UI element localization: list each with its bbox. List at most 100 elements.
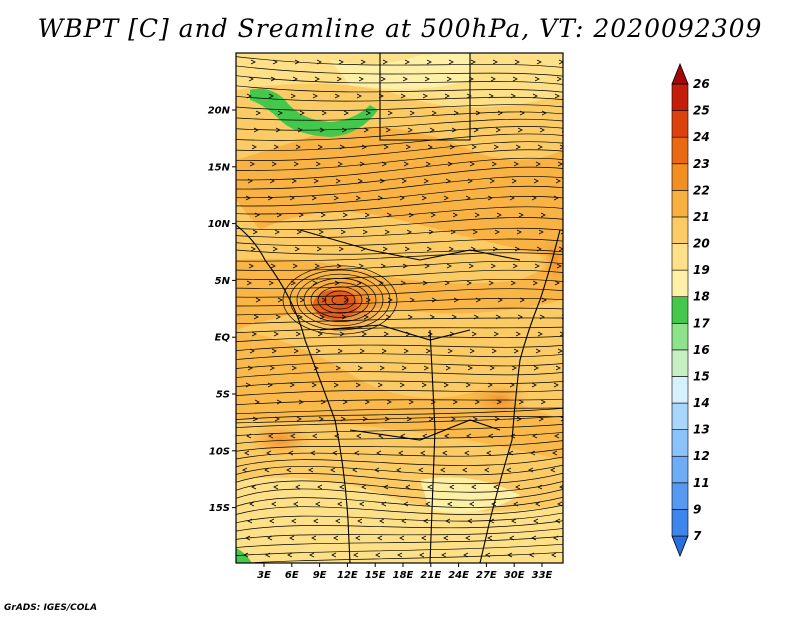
streamline-arrow	[318, 229, 324, 235]
streamline-arrow	[409, 297, 415, 303]
streamline-arrow	[365, 297, 371, 303]
colorbar-segment	[671, 376, 689, 404]
lat-tick-label: 5N	[215, 276, 231, 287]
streamline-arrow	[337, 348, 343, 354]
streamline-arrow	[446, 76, 452, 82]
colorbar-segment	[671, 296, 689, 324]
streamline-arrow	[377, 535, 383, 541]
streamline	[236, 362, 563, 369]
streamline-arrow	[430, 399, 436, 405]
streamline-arrow	[269, 518, 275, 524]
streamline-arrow	[276, 212, 282, 218]
streamline-arrow	[250, 59, 256, 65]
streamline-arrow	[528, 467, 534, 473]
field-south-cool	[236, 477, 563, 563]
streamline-arrow	[362, 416, 368, 422]
streamline-arrow	[289, 535, 295, 541]
streamline-arrow	[289, 382, 295, 388]
streamline-arrow	[296, 229, 302, 235]
streamline-arrow	[277, 110, 283, 116]
streamline-arrow	[419, 552, 425, 558]
streamline-arrow	[294, 59, 300, 65]
streamline-arrow	[514, 59, 520, 65]
streamline-arrow	[401, 365, 407, 371]
streamline-arrow	[475, 297, 481, 303]
streamline-arrow	[464, 450, 470, 456]
streamline-arrow	[463, 552, 469, 558]
streamline-arrow	[387, 297, 393, 303]
streamline-arrow	[444, 433, 450, 439]
streamline	[236, 335, 563, 343]
streamline	[289, 269, 391, 331]
streamline-arrow	[383, 331, 389, 337]
streamline-arrow	[510, 93, 516, 99]
streamline-arrow	[489, 178, 495, 184]
streamline-arrow	[359, 501, 365, 507]
streamline-arrow	[445, 178, 451, 184]
streamline-arrow	[516, 416, 522, 422]
streamline-arrow	[554, 433, 560, 439]
streamline-arrow	[386, 212, 392, 218]
streamline	[317, 286, 363, 314]
streamline-arrow	[334, 280, 340, 286]
streamline-arrow	[473, 127, 479, 133]
streamline-arrow	[339, 484, 345, 490]
streamline-arrow	[271, 161, 277, 167]
streamline-arrow	[255, 297, 261, 303]
streamline-arrow	[314, 76, 320, 82]
streamline-arrow	[243, 552, 249, 558]
streamline	[236, 141, 563, 161]
streamline-arrow	[492, 59, 498, 65]
streamline	[236, 133, 563, 151]
streamline	[236, 326, 563, 334]
colorbar-label: 23	[693, 157, 710, 171]
colorbar-segment	[671, 110, 689, 138]
streamline-arrow	[250, 246, 256, 252]
streamline-arrow	[361, 144, 367, 150]
streamline	[236, 249, 563, 255]
streamline-arrow	[533, 518, 539, 524]
streamline-arrow	[509, 382, 515, 388]
streamline-arrow	[312, 433, 318, 439]
streamline-arrow	[386, 399, 392, 405]
streamline-arrow	[488, 433, 494, 439]
streamline-arrow	[472, 229, 478, 235]
colorbar-segment	[671, 349, 689, 377]
streamline-arrow	[441, 552, 447, 558]
streamline	[236, 238, 563, 247]
chart-title: WBPT [C] and Sreamline at 500hPa, VT: 20…	[37, 14, 763, 43]
streamline-arrow	[321, 110, 327, 116]
streamline	[236, 488, 563, 501]
streamline-arrow	[559, 331, 563, 337]
streamline-arrow	[556, 263, 562, 269]
streamline-arrow	[273, 484, 279, 490]
streamline-arrow	[363, 127, 369, 133]
streamline-arrow	[558, 246, 563, 252]
streamline-arrow	[448, 59, 454, 65]
streamline-arrow	[401, 518, 407, 524]
streamline-arrow	[429, 314, 435, 320]
streamline-arrow	[252, 229, 258, 235]
streamline-arrow	[466, 433, 472, 439]
streamline-arrow	[465, 195, 471, 201]
streamline-arrow	[466, 280, 472, 286]
streamline-arrow	[440, 467, 446, 473]
colorbar-segment	[671, 243, 689, 271]
lon-tick-label: 6E	[285, 570, 299, 581]
streamline-arrow	[493, 144, 499, 150]
streamline-arrow	[429, 127, 435, 133]
streamline-arrow	[402, 263, 408, 269]
streamline-arrow	[405, 484, 411, 490]
streamline-arrow	[515, 484, 521, 490]
streamline-arrow	[471, 331, 477, 337]
colorbar-label: 19	[693, 263, 710, 277]
streamline-arrow	[471, 144, 477, 150]
streamline-arrow	[269, 178, 275, 184]
streamline-arrow	[405, 144, 411, 150]
streamline-arrow	[330, 467, 336, 473]
streamline-arrow	[341, 127, 347, 133]
streamline-arrow	[452, 399, 458, 405]
lat-tick-label: 10S	[209, 446, 230, 457]
streamline-arrow	[471, 484, 477, 490]
streamline-arrow	[492, 246, 498, 252]
